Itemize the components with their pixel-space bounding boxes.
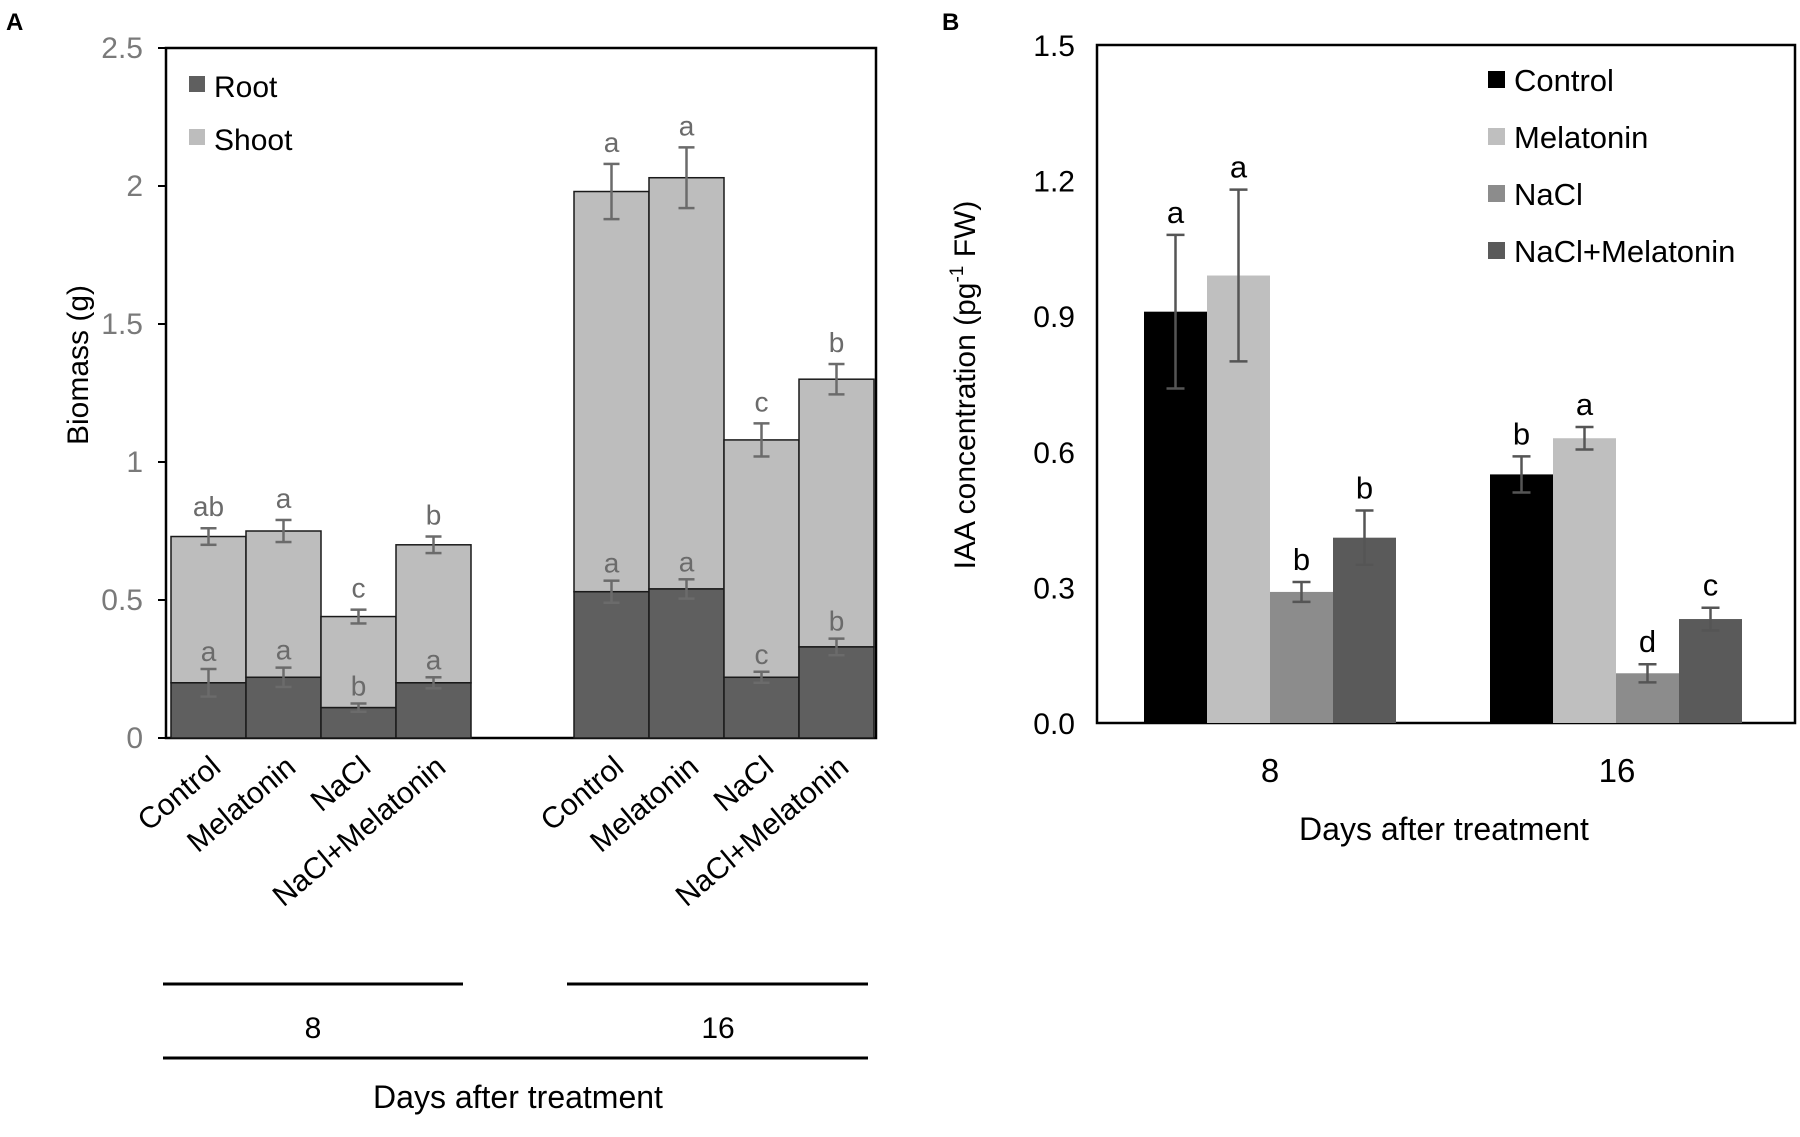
bar-root: [648, 588, 725, 739]
letter-root: a: [426, 644, 442, 675]
bar-root: [395, 682, 472, 739]
x-axis-label: Days after treatment: [1299, 811, 1589, 847]
bar-root: [798, 646, 875, 739]
legend-root-swatch: [189, 76, 205, 92]
significance-letter: c: [1703, 568, 1719, 603]
letter-root: c: [755, 639, 769, 670]
y-axis-label-main: IAA concentration (pg: [949, 283, 982, 570]
y-tick-label: 1.5: [101, 308, 143, 341]
y-axis-label: Biomass (g): [62, 285, 95, 445]
legend-swatch: [1488, 71, 1505, 88]
legend-label: NaCl+Melatonin: [1514, 234, 1735, 269]
legend-label: Melatonin: [1514, 120, 1648, 155]
y-tick-label: 0.9: [1033, 301, 1075, 334]
significance-letter: a: [1230, 150, 1248, 185]
letter-root: a: [276, 635, 292, 666]
letter-shoot: a: [276, 483, 292, 514]
panel-b-iaa-chart: 0.0 0.3 0.6 0.9 1.2 1.5 IAA concentration (pg-…: [947, 30, 1797, 847]
bar-root: [723, 676, 800, 739]
bar-melatonin: [1553, 438, 1616, 723]
legend-shoot-label: Shoot: [214, 124, 293, 157]
bar-control: [1490, 474, 1553, 723]
y-tick-label: 0.6: [1033, 437, 1075, 470]
bar-nacl-melatonin: [1333, 537, 1396, 723]
letter-shoot: b: [829, 327, 845, 358]
bar-nacl: [1270, 591, 1333, 723]
y-axis-label-sup: -1: [947, 266, 968, 283]
letter-root: a: [201, 636, 217, 667]
significance-letter: b: [1513, 416, 1530, 451]
legend-label: NaCl: [1514, 177, 1583, 212]
y-tick-label: 1.5: [1033, 30, 1075, 63]
y-tick-label: 2.5: [101, 32, 143, 65]
y-tick-label: 0: [126, 722, 143, 755]
bar-shoot: [648, 176, 725, 590]
legend-shoot-swatch: [189, 129, 205, 145]
letter-shoot: a: [604, 127, 620, 158]
y-axis-label-tail: FW): [949, 201, 982, 266]
x-category-label: 16: [1599, 752, 1636, 789]
plot-frame: [164, 46, 878, 740]
y-tick-label: 1: [126, 446, 143, 479]
letter-root: b: [351, 671, 367, 702]
significance-letter: b: [1293, 542, 1310, 577]
letter-shoot: c: [352, 573, 366, 604]
x-category-label: 8: [1261, 752, 1279, 789]
letter-shoot: a: [679, 110, 695, 141]
panel-label-b: B: [942, 9, 959, 36]
significance-letter: a: [1576, 387, 1594, 422]
legend-root-label: Root: [214, 71, 278, 104]
legend-swatch: [1488, 242, 1505, 259]
group-label-8: 8: [305, 1012, 322, 1045]
bar-root: [573, 590, 650, 739]
letter-shoot: ab: [193, 491, 224, 522]
letter-shoot: b: [426, 500, 442, 531]
legend-label: Control: [1514, 63, 1614, 98]
y-tick-label: 1.2: [1033, 166, 1075, 199]
legend-swatch: [1488, 128, 1505, 145]
panel-label-a: A: [6, 9, 23, 36]
y-tick-label: 0.3: [1033, 572, 1075, 605]
plot-frame: [1095, 43, 1797, 725]
y-axis-label: IAA concentration (pg-1 FW): [947, 201, 982, 570]
y-tick-label: 2: [126, 170, 143, 203]
bar-shoot: [573, 190, 650, 593]
letter-shoot: c: [755, 386, 769, 417]
bar-shoot: [798, 378, 875, 648]
x-axis-label: Days after treatment: [373, 1079, 663, 1115]
significance-letter: b: [1356, 471, 1373, 506]
y-tick-label: 0.0: [1033, 708, 1075, 741]
significance-letter: d: [1639, 624, 1656, 659]
bar-shoot: [723, 439, 800, 679]
legend-swatch: [1488, 185, 1505, 202]
letter-root: a: [679, 546, 695, 577]
y-tick-label: 0.5: [101, 584, 143, 617]
letter-root: b: [829, 606, 845, 637]
letter-root: a: [604, 548, 620, 579]
bar-nacl-melatonin: [1679, 619, 1742, 723]
significance-letter: a: [1167, 195, 1185, 230]
group-label-16: 16: [701, 1012, 734, 1045]
